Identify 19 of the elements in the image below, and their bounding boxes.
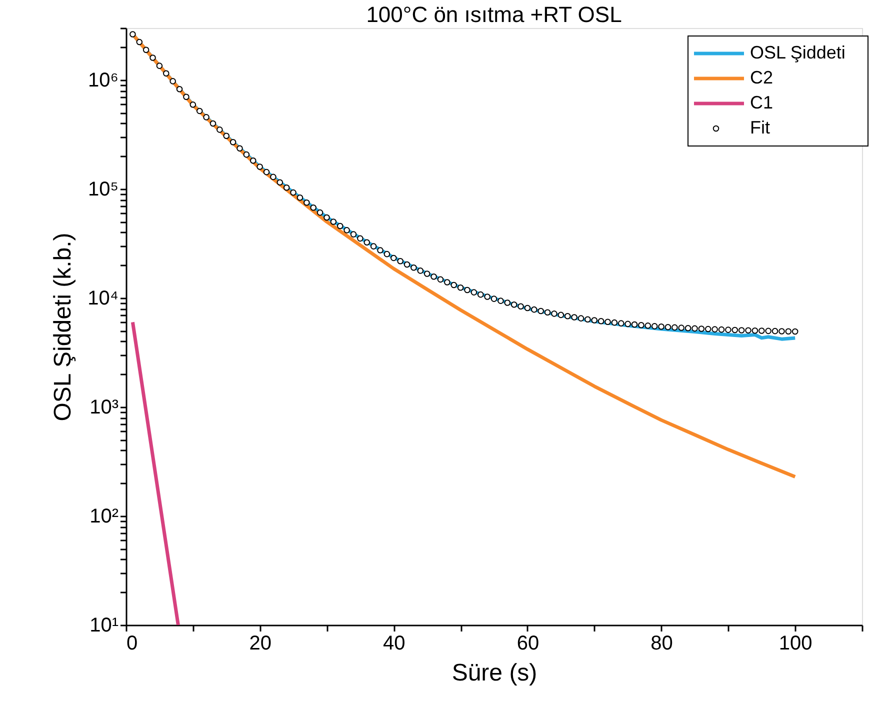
legend-label: OSL Şiddeti [750,42,846,62]
y-tick-label: 10¹ [90,614,119,636]
y-tick-label: 10⁵ [88,178,118,201]
x-tick-label: 0 [126,632,138,654]
y-tick-label: 10⁴ [88,288,118,310]
legend-label: C1 [750,92,774,112]
legend-label: C2 [750,68,774,88]
y-tick-label: 10³ [90,396,119,418]
y-tick-label: 10⁶ [88,70,118,92]
x-axis-title: Süre (s) [452,660,538,686]
y-tick-label: 10² [90,506,119,528]
chart-title: 100°C ön ısıtma +RT OSL [366,2,622,27]
x-tick-label: 100 [778,632,812,654]
x-tick-label: 20 [249,632,272,654]
x-tick-label: 60 [516,632,540,654]
legend-label: Fit [750,118,770,138]
x-tick-label: 40 [383,632,406,654]
y-axis-title: OSL Şiddeti (k.b.) [50,232,77,422]
x-tick-label: 80 [650,632,673,654]
